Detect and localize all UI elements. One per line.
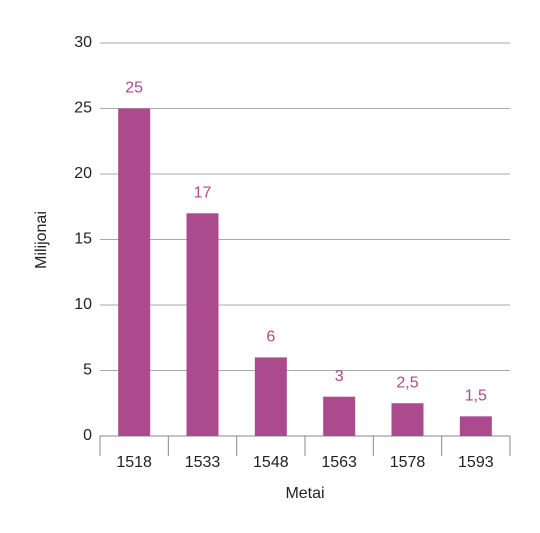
bar [186,213,219,436]
bar [323,396,356,436]
bar [391,403,424,436]
y-tick-label: 30 [74,34,92,51]
bar [254,357,287,436]
x-tick-label: 1548 [253,454,289,471]
value-label: 2,5 [396,374,418,391]
bar [118,108,151,436]
x-tick-label: 1593 [458,454,494,471]
y-tick-label: 0 [83,427,92,444]
x-tick-label: 1578 [390,454,426,471]
x-axis-label: Metai [285,485,324,502]
y-axis-label: Milijonai [33,211,50,269]
y-tick-label: 25 [74,100,92,117]
value-label: 6 [266,329,275,346]
x-tick-label: 1533 [185,454,221,471]
bar [459,416,492,436]
y-tick-label: 10 [74,296,92,313]
y-tick-label: 5 [83,362,92,379]
y-tick-label: 15 [74,231,92,248]
y-tick-label: 20 [74,165,92,182]
value-label: 1,5 [465,388,487,405]
x-tick-label: 1518 [116,454,152,471]
x-tick-label: 1563 [321,454,357,471]
value-label: 17 [194,185,212,202]
value-label: 3 [335,368,344,385]
value-label: 25 [125,80,143,97]
